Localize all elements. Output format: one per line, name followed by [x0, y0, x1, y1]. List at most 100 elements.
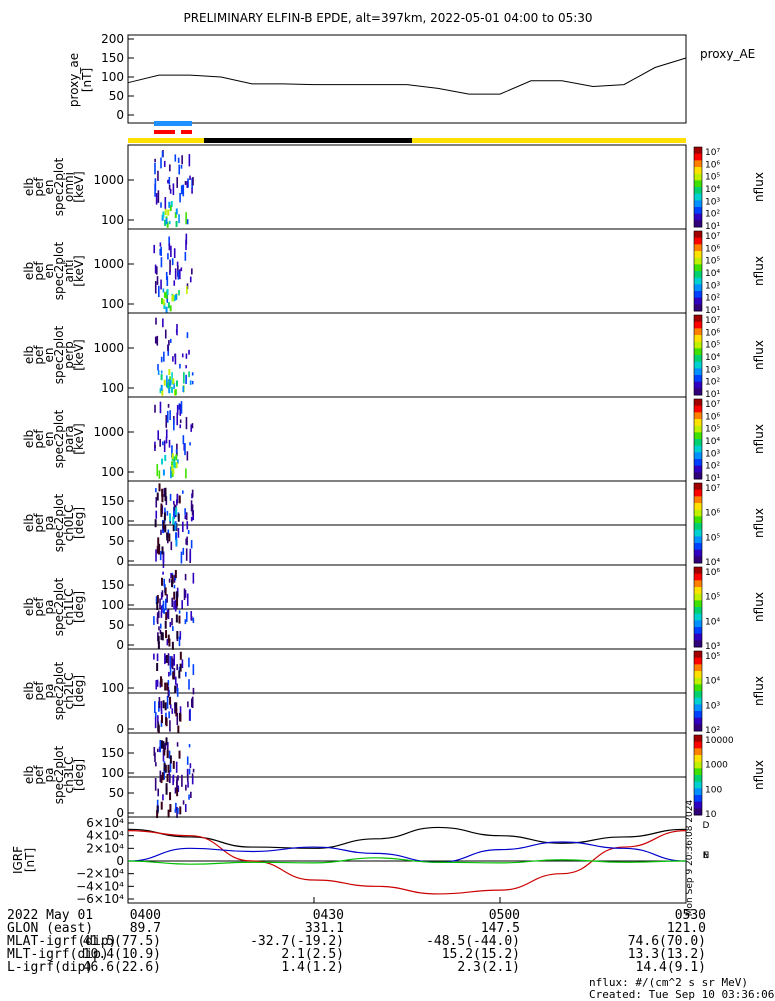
colorbar-tick-label: 10⁴: [705, 558, 720, 568]
panel-ylabel: pa: [42, 600, 56, 615]
spectrogram-pixel: [173, 668, 176, 680]
colorbar-tick-label: 10²: [705, 294, 720, 304]
spectrogram-pixel: [171, 597, 174, 608]
colorbar-label: nflux: [752, 676, 766, 706]
panel-en-para: [127, 396, 703, 482]
spectrogram-pixel: [164, 764, 167, 773]
panel-ylabel: elb: [22, 514, 36, 532]
spectrogram-pixel: [176, 687, 179, 697]
spectrogram-pixel: [160, 529, 162, 535]
spectrogram-pixel: [165, 271, 168, 280]
colorbar-tick-label: 10⁵: [705, 533, 720, 543]
colorbar-tick-label: 10⁴: [705, 437, 720, 447]
chart-title: PRELIMINARY ELFIN-B EPDE, alt=397km, 202…: [183, 11, 592, 25]
spectrogram-pixel: [176, 807, 178, 818]
colorbar-segment: [694, 321, 702, 329]
proxy-ae-tick-label: 150: [101, 51, 124, 65]
spectrogram-pixel: [187, 529, 190, 535]
spectrogram-pixel: [185, 611, 188, 622]
spectrogram-pixel: [176, 591, 179, 600]
spectrogram-pixel: [164, 219, 167, 226]
panel-ylabel: pa: [42, 516, 56, 531]
spectrogram-pixel: [169, 188, 172, 194]
spectrogram-pixel: [160, 720, 163, 727]
panel-ylabel: [keV]: [72, 423, 86, 454]
spectrogram-pixel: [162, 571, 164, 575]
spectrogram-pixel: [174, 389, 177, 396]
shadow-bar: [204, 138, 412, 143]
colorbar-segment: [694, 651, 702, 659]
spectrogram-pixel: [179, 651, 182, 660]
spectrogram-pixel: [161, 298, 164, 305]
spectrogram-pixel: [176, 742, 179, 747]
colorbar-segment: [694, 361, 702, 369]
spectrogram-pixel: [173, 654, 176, 666]
colorbar-tick-label: 10⁵: [705, 257, 720, 267]
spectrogram-pixel: [186, 521, 189, 530]
spectrogram-pixel: [169, 410, 171, 421]
colorbar-segment: [694, 335, 702, 343]
spectrogram-pixel: [155, 712, 157, 718]
colorbar-segment: [694, 348, 702, 356]
spectrogram-pixel: [191, 268, 193, 275]
spectrogram-pixel: [164, 524, 167, 533]
spectrogram-pixel: [157, 369, 160, 375]
spectrogram-pixel: [190, 516, 193, 522]
igrf-legend-N: N: [703, 851, 710, 861]
colorbar-segment: [694, 207, 702, 215]
proxy-ae-tick-label: 100: [101, 70, 124, 84]
panel-tick-label: 1000: [93, 173, 124, 187]
spectrogram-pixel: [191, 696, 194, 709]
spectrogram-pixel: [154, 281, 157, 294]
spectrogram-pixel: [154, 519, 157, 528]
colorbar-segment: [694, 587, 702, 595]
spectrogram-pixel: [185, 512, 188, 521]
spectrogram-pixel: [182, 547, 185, 555]
spectrogram-pixel: [177, 270, 180, 280]
spectrogram-pixel: [166, 773, 169, 782]
spectrogram-pixel: [161, 488, 164, 497]
colorbar-segment: [694, 543, 702, 551]
spectrogram-pixel: [168, 533, 171, 542]
footer-cell: 2.1(2.5): [281, 947, 344, 962]
side-timestamp: Mon Sep 9 20:36:08 2024: [685, 800, 695, 917]
colorbar-segment: [694, 489, 702, 497]
spectrogram-pixel: [162, 749, 165, 762]
colorbar-label: nflux: [752, 340, 766, 370]
spectrogram-pixel: [160, 279, 162, 290]
spectrogram-pixel: [175, 380, 178, 387]
spectrogram-pixel: [154, 336, 157, 344]
spectrogram-pixel: [155, 497, 158, 508]
spectrogram-pixel: [166, 610, 169, 619]
spectrogram-pixel: [185, 374, 187, 385]
colorbar-tick-label: 10³: [705, 281, 720, 291]
spectrogram-pixel: [167, 403, 170, 408]
spectrogram-pixel: [174, 685, 177, 694]
spectrogram-pixel: [163, 379, 166, 386]
footer-cell: 331.1: [304, 921, 344, 936]
spectrogram-pixel: [164, 598, 167, 611]
spectrogram-pixel: [173, 504, 176, 514]
spectrogram-pixel: [169, 667, 172, 676]
spectrogram-pixel: [164, 493, 167, 502]
footer-cell: 89.7: [129, 921, 161, 936]
spectrogram-pixel: [164, 209, 167, 216]
spectrogram-pixel: [164, 620, 167, 629]
colorbar-segment: [694, 808, 702, 816]
panel-ylabel: elb: [22, 598, 36, 616]
igrf-legend-E: E: [703, 851, 709, 861]
spectrogram-pixel: [164, 507, 166, 513]
spectrogram-pixel: [156, 601, 159, 610]
panel-ylabel: [keV]: [72, 255, 86, 286]
colorbar-tick-label: 10³: [705, 197, 720, 207]
spectrogram-pixel: [190, 424, 193, 432]
spectrogram-pixel: [179, 713, 182, 722]
footer-cell: 0500: [488, 908, 520, 923]
spectrogram-pixel: [171, 708, 174, 714]
spectrogram-pixel: [173, 418, 175, 431]
spectrogram-pixel: [175, 614, 178, 623]
colorbar-segment: [694, 567, 702, 575]
spectrogram-pixel: [184, 508, 186, 515]
panel-pa-ch3: [127, 732, 703, 819]
spectrogram-pixel: [163, 768, 165, 780]
